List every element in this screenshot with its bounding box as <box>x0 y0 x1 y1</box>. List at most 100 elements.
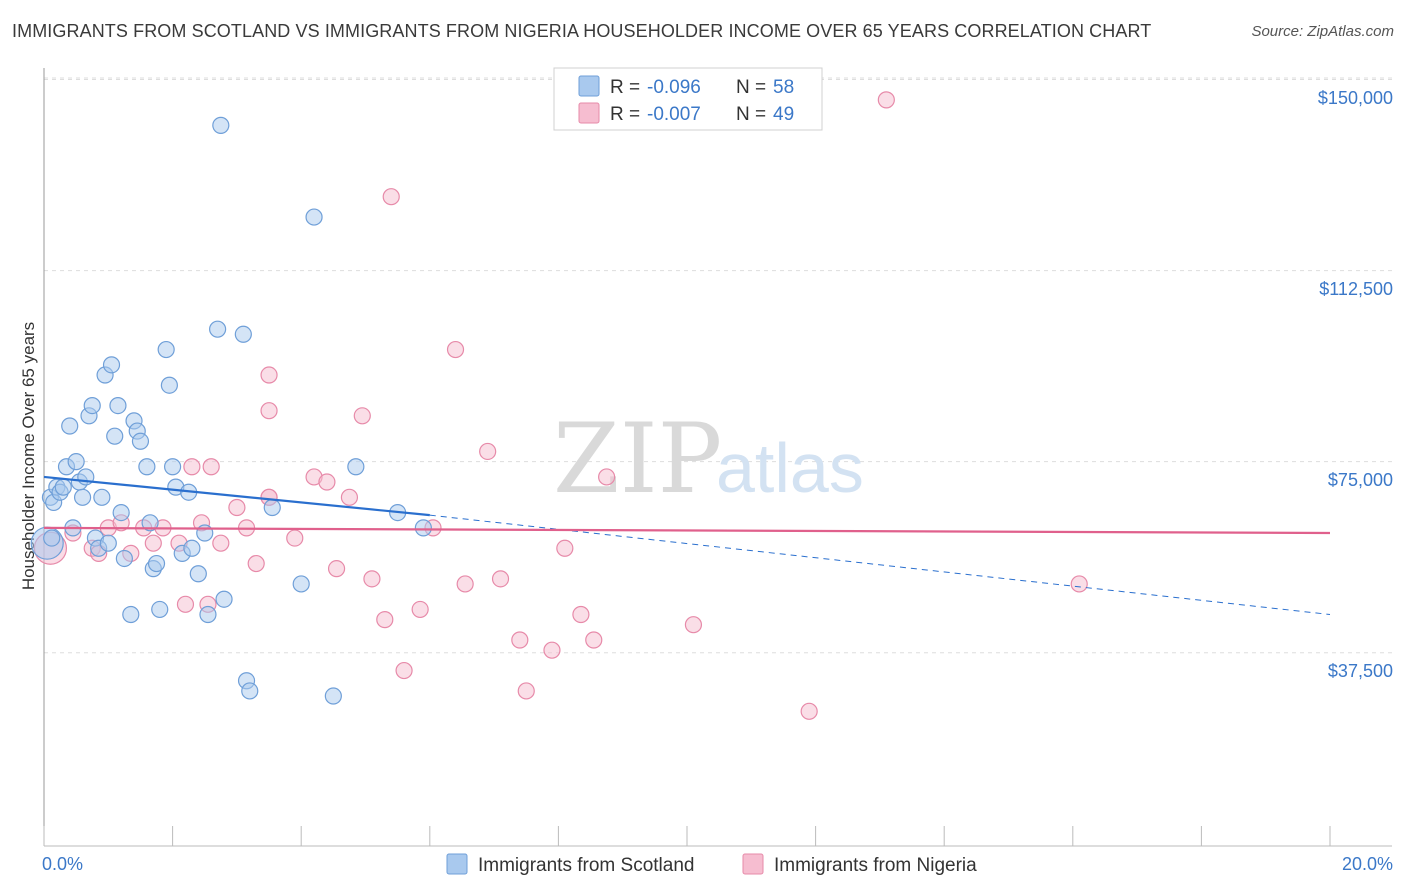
scotland-point <box>122 605 140 624</box>
scotland-point <box>292 575 310 593</box>
scotland-point <box>183 539 201 557</box>
scotland-point <box>263 498 281 517</box>
nigeria-point <box>395 661 413 680</box>
scotland-point <box>164 458 182 476</box>
scotland-point <box>215 590 233 608</box>
scotland-point <box>324 687 342 705</box>
scotland-point <box>138 458 156 476</box>
x-tick-label-min: 0.0% <box>42 854 83 874</box>
scotland-point <box>106 427 124 445</box>
nigeria-point <box>543 641 561 659</box>
nigeria-point <box>800 702 818 720</box>
scotland-point <box>112 504 130 522</box>
nigeria-point <box>202 458 220 476</box>
nigeria-point <box>340 488 359 506</box>
scotland-point <box>61 417 79 435</box>
legend-r-label-scotland: R = <box>610 77 640 98</box>
nigeria-point <box>1070 575 1088 593</box>
scotland-point <box>99 534 117 552</box>
scotland-trend-extension <box>429 514 1331 616</box>
scotland-point <box>115 549 133 568</box>
scotland-point <box>189 565 207 583</box>
scotland-point <box>102 356 121 374</box>
nigeria-point <box>598 468 616 486</box>
scotland-point <box>131 432 150 450</box>
scotland-point <box>151 600 169 619</box>
nigeria-point <box>411 600 429 619</box>
scotland-point <box>109 397 127 415</box>
scotland-point <box>73 488 92 506</box>
x-axis-ticks <box>43 826 1331 846</box>
nigeria-point <box>491 570 510 588</box>
nigeria-point <box>382 188 400 206</box>
x-tick-label-max: 20.0% <box>1342 854 1393 874</box>
legend-swatch-nigeria <box>578 102 600 124</box>
scotland-point <box>147 554 166 573</box>
y-tick-label-37500: $37,500 <box>1328 661 1393 681</box>
nigeria-point <box>247 554 265 573</box>
nigeria-point <box>517 682 535 700</box>
scotland-point <box>43 529 61 547</box>
scotland-point <box>414 519 432 537</box>
nigeria-point <box>318 473 336 491</box>
nigeria-point <box>260 366 278 384</box>
y-tick-label-75000: $75,000 <box>1328 470 1393 490</box>
scotland-point <box>157 340 175 359</box>
legend-n-value-nigeria: 49 <box>773 104 794 125</box>
scotland-point <box>196 524 214 542</box>
watermark-zip: ZIP <box>553 403 722 515</box>
scotland-point <box>83 397 101 415</box>
scotland-point <box>199 605 217 624</box>
nigeria-point <box>144 534 162 552</box>
legend-swatch-scotland <box>578 75 600 97</box>
nigeria-point <box>684 616 703 634</box>
y-tick-labels: $150,000 $112,500 $75,000 $37,500 <box>1318 88 1393 681</box>
y-axis-title: Householder Income Over 65 years <box>19 322 38 590</box>
nigeria-point <box>212 534 230 552</box>
legend-r-label-nigeria: R = <box>610 104 640 125</box>
y-tick-label-150000: $150,000 <box>1318 88 1393 108</box>
nigeria-point <box>327 560 346 578</box>
series-legend-swatch-scotland <box>446 853 468 875</box>
nigeria-point <box>363 570 381 588</box>
scotland-series <box>30 116 432 705</box>
gridlines <box>44 77 1392 654</box>
scotland-point <box>305 208 323 226</box>
nigeria-point <box>479 442 497 461</box>
nigeria-point <box>376 611 394 629</box>
series-legend-label-scotland: Immigrants from Scotland <box>478 855 694 876</box>
scotland-point <box>160 376 178 394</box>
scotland-point <box>67 453 85 471</box>
scotland-point <box>212 116 230 134</box>
legend-r-value-scotland: -0.096 <box>647 77 701 98</box>
nigeria-point <box>228 498 246 517</box>
legend-n-label-nigeria: N = <box>736 104 766 125</box>
legend-n-label-scotland: N = <box>736 77 766 98</box>
nigeria-point <box>353 407 371 425</box>
trend-lines <box>43 475 1331 616</box>
nigeria-point <box>572 605 590 624</box>
scotland-point <box>141 514 159 532</box>
nigeria-point <box>286 529 304 547</box>
nigeria-point <box>556 539 574 557</box>
nigeria-point <box>456 575 474 593</box>
source-credit: Source: ZipAtlas.com <box>1251 23 1394 40</box>
nigeria-point <box>511 631 529 649</box>
scotland-point <box>209 320 227 338</box>
scotland-point <box>234 325 252 343</box>
watermark-atlas: atlas <box>716 429 864 507</box>
y-tick-label-112500: $112,500 <box>1319 279 1393 299</box>
chart-title: IMMIGRANTS FROM SCOTLAND VS IMMIGRANTS F… <box>12 21 1152 41</box>
scotland-point <box>54 478 72 496</box>
scotland-point <box>93 488 111 506</box>
nigeria-point <box>585 631 603 649</box>
legend-n-value-scotland: 58 <box>773 77 794 98</box>
nigeria-point <box>260 402 278 420</box>
series-legend: Immigrants from Scotland Immigrants from… <box>446 853 977 876</box>
scotland-point <box>347 458 365 476</box>
nigeria-trend-line <box>43 526 1331 535</box>
scotland-trend-line <box>43 475 430 517</box>
nigeria-point <box>446 340 465 359</box>
scotland-point <box>241 682 259 700</box>
